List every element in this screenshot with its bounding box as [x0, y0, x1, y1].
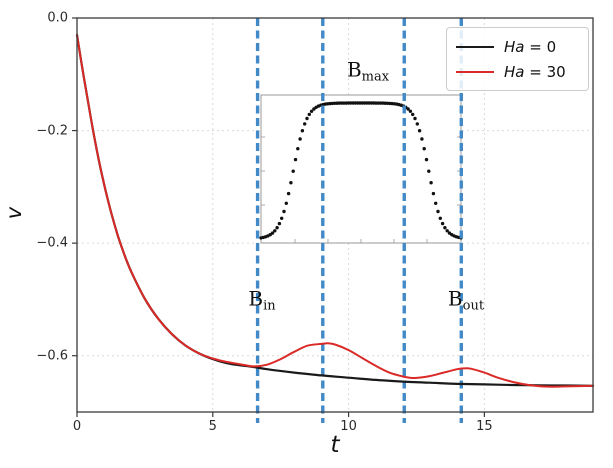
inset-profile-dot [305, 116, 309, 121]
y-tick-label: 0.0 [47, 10, 68, 26]
inset-profile-dot [273, 229, 277, 233]
legend: Ha = 0 Ha = 30 [446, 27, 589, 91]
inset-profile-dot [417, 129, 422, 133]
inset-profile-dot [293, 157, 298, 162]
x-axis-label: t [330, 432, 340, 458]
inset-profile-dot [424, 157, 429, 162]
curve-ha30 [76, 33, 594, 388]
annotation-B-out: Bout [448, 287, 484, 314]
annotation-base: B [248, 286, 264, 311]
inset-profile-dot [429, 181, 433, 185]
inset-profile-dot [408, 109, 413, 114]
inset-profile-dot [427, 169, 431, 173]
inset-profile-dot [406, 107, 410, 111]
inset-profile-dot [282, 209, 286, 214]
inset-profile-dot [309, 109, 314, 114]
annotation-subscript: in [263, 298, 276, 314]
y-tick-label: −0.6 [36, 348, 68, 364]
inset-profile-dot [303, 122, 307, 126]
inset-profile-dot [275, 226, 279, 230]
inset-profile-dot [277, 221, 282, 226]
x-tick-label: 0 [72, 419, 82, 434]
inset-profile-dot [289, 181, 293, 185]
annotation-base: B [447, 286, 463, 311]
y-tick-label: −0.4 [36, 235, 68, 251]
inset-profile-dot [280, 216, 284, 220]
legend-line-sample-black [456, 45, 494, 48]
inset-profile-dot [420, 137, 424, 141]
legend-line-sample-red [456, 70, 494, 73]
annotation-subscript: max [361, 69, 390, 85]
inset-profile-dot [270, 231, 275, 235]
annotation-B-in: Bin [248, 287, 275, 314]
inset-profile-dot [298, 137, 302, 141]
y-axis-label: v [2, 206, 26, 220]
inset-profile-dot [438, 216, 442, 220]
inset-axes [260, 94, 462, 244]
legend-label-ha30: Ha = 30 [504, 62, 566, 81]
x-tick-label: 10 [340, 419, 357, 434]
annotation-subscript: out [462, 298, 485, 314]
inset-profile-dot [411, 112, 415, 117]
annotation-B-max: Bmax [347, 58, 389, 85]
inset-profile-dot [422, 147, 426, 151]
inset-profile-dot [443, 226, 447, 230]
legend-label-ha0: Ha = 0 [504, 37, 557, 56]
inset-profile-dot [415, 122, 419, 126]
inset-profile-dot [296, 147, 300, 151]
inset-profile-dot [436, 209, 440, 214]
x-tick-label: 15 [476, 419, 493, 434]
y-tick-label: −0.2 [36, 123, 68, 139]
x-tick-label: 5 [208, 419, 217, 434]
inset-profile-dot [284, 201, 288, 205]
inset-profile-dot [307, 112, 311, 117]
inset-profile-dot [434, 201, 438, 205]
inset-profile-dot [431, 191, 436, 196]
axes-frame [76, 17, 594, 413]
annotation-base: B [346, 57, 362, 82]
inset-profile-dot [300, 129, 305, 133]
inset-profile-dot [445, 229, 449, 233]
inset-profile-dot [440, 221, 445, 226]
legend-entry-ha0: Ha = 0 [456, 34, 578, 59]
legend-entry-ha30: Ha = 30 [456, 59, 578, 84]
inset-profile-dot [291, 169, 295, 173]
inset-profile-dot [286, 191, 291, 196]
inset-profile-dot [413, 116, 417, 121]
